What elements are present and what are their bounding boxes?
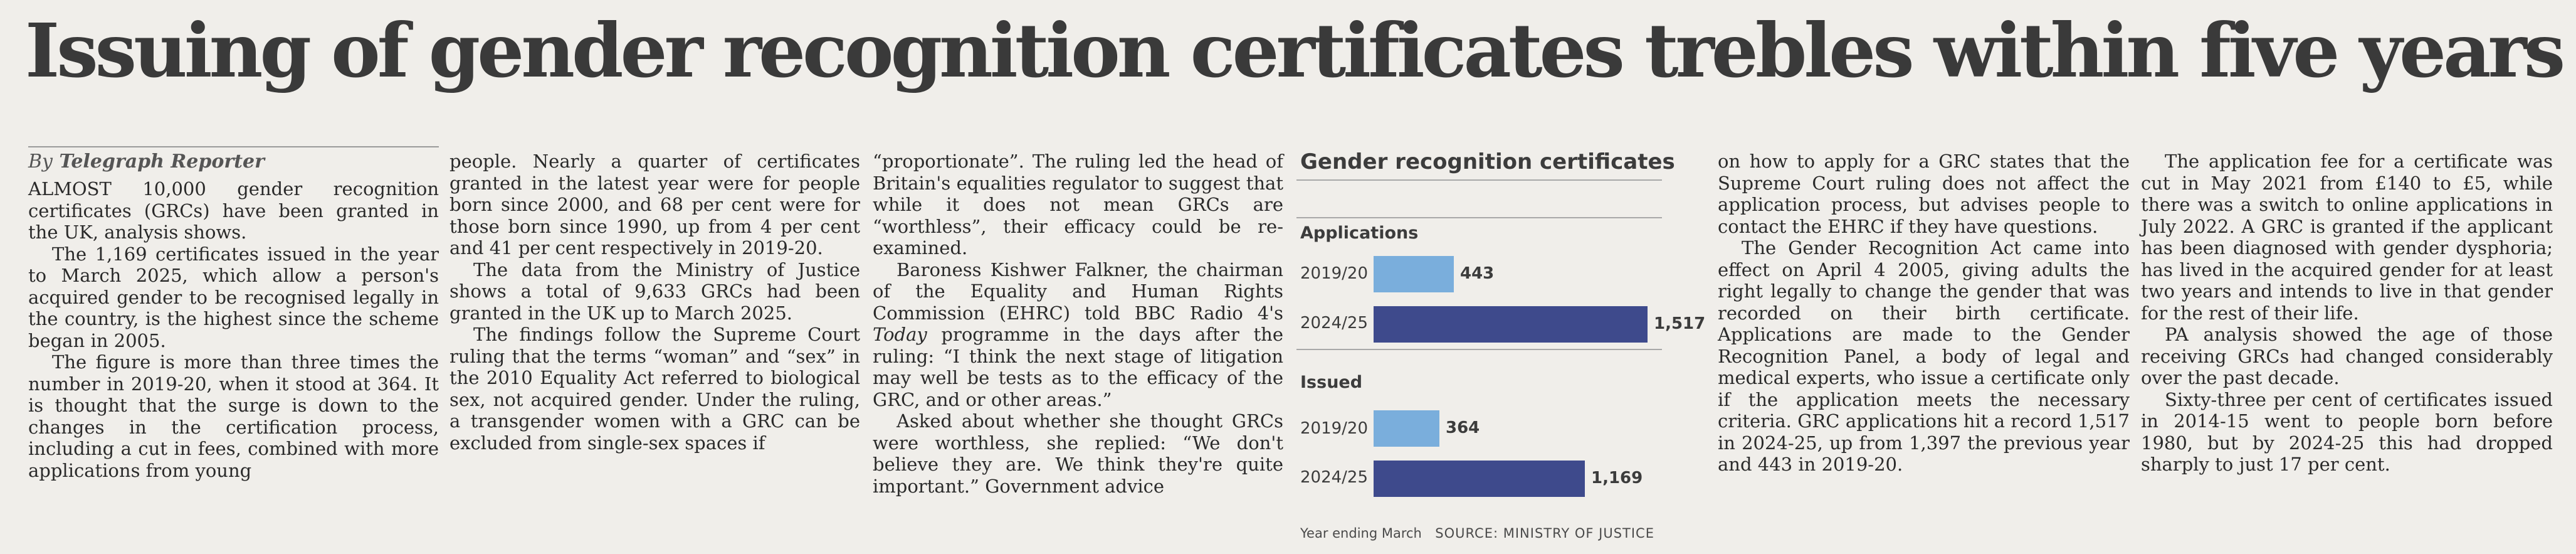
byline-name: Telegraph Reporter — [59, 151, 265, 173]
paragraph-text: programme in the days after the ruling: … — [873, 324, 1283, 410]
paragraph: Sixty-three per cent of certificates iss… — [2141, 388, 2553, 476]
byline-prefix: By — [28, 151, 53, 173]
bar-issued-2019-20 — [1374, 410, 1439, 447]
article-column-4: on how to apply for a GRC states that th… — [1718, 151, 2130, 476]
chart-divider — [1296, 349, 1662, 350]
paragraph: on how to apply for a GRC states that th… — [1718, 151, 2130, 237]
bar-applications-2024-25 — [1374, 306, 1648, 343]
paragraph: ALMOST 10,000 gender recognition certifi… — [28, 178, 439, 243]
byline: By Telegraph Reporter — [28, 151, 439, 173]
group-label-applications: Applications — [1300, 223, 1419, 243]
chart-divider — [1296, 217, 1662, 218]
chart-source: SOURCE: MINISTRY OF JUSTICE — [1435, 526, 1654, 541]
article-column-5: The application fee for a certificate wa… — [2141, 151, 2553, 476]
paragraph: The 1,169 certificates issued in the yea… — [28, 243, 439, 351]
bar-value-label: 443 — [1460, 264, 1495, 283]
article-column-3: “proportionate”. The ruling led the head… — [873, 151, 1283, 497]
article-column-2: people. Nearly a quarter of certificates… — [449, 151, 860, 454]
bar-applications-2019-20 — [1374, 256, 1454, 292]
article-column-1: By Telegraph Reporter ALMOST 10,000 gend… — [28, 151, 439, 481]
gender-recognition-chart: Gender recognition certificates Applicat… — [1296, 143, 1705, 551]
bar-issued-2024-25 — [1374, 461, 1585, 497]
row-label: 2024/25 — [1300, 314, 1369, 333]
programme-name: Today — [873, 324, 927, 345]
paragraph-text: Baroness Kishwer Falkner, the chairman o… — [873, 258, 1283, 324]
paragraph: PA analysis showed the age of those rece… — [2141, 324, 2553, 388]
paragraph: Asked about whether she thought GRCs wer… — [873, 410, 1283, 497]
paragraph: people. Nearly a quarter of certificates… — [449, 151, 860, 258]
byline-rule — [28, 146, 439, 147]
paragraph: The application fee for a certificate wa… — [2141, 151, 2553, 324]
paragraph: “proportionate”. The ruling led the head… — [873, 151, 1283, 258]
bar-value-label: 1,517 — [1654, 314, 1706, 333]
paragraph: The Gender Recognition Act came into eff… — [1718, 237, 2130, 475]
bar-value-label: 1,169 — [1591, 469, 1643, 487]
row-label: 2019/20 — [1300, 264, 1369, 283]
headline: Issuing of gender recognition certificat… — [25, 7, 2565, 94]
chart-title: Gender recognition certificates — [1300, 149, 1675, 174]
paragraph: Baroness Kishwer Falkner, the chairman o… — [873, 259, 1283, 411]
paragraph: The data from the Ministry of Justice sh… — [449, 258, 860, 324]
row-label: 2024/25 — [1300, 468, 1369, 487]
row-label: 2019/20 — [1300, 419, 1369, 438]
group-label-issued: Issued — [1300, 373, 1363, 392]
paragraph: The figure is more than three times the … — [28, 351, 439, 481]
bar-value-label: 364 — [1446, 418, 1480, 437]
chart-footnote: Year ending March — [1300, 526, 1422, 541]
chart-title-rule — [1296, 179, 1662, 181]
paragraph: The findings follow the Supreme Court ru… — [449, 324, 860, 454]
